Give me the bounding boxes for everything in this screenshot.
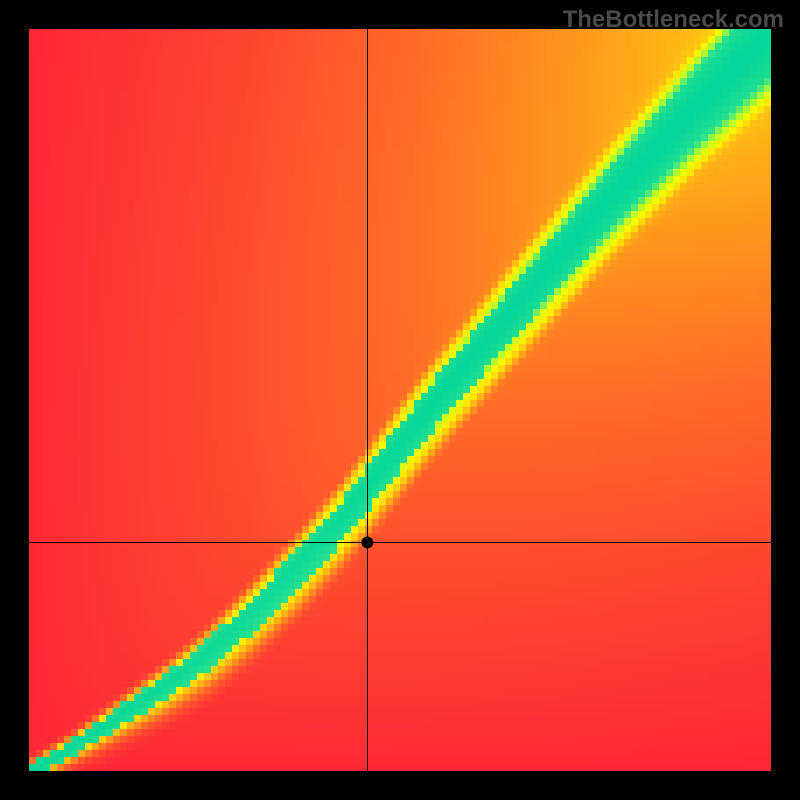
heatmap-canvas xyxy=(29,29,771,771)
plot-area xyxy=(29,29,771,771)
watermark-text: TheBottleneck.com xyxy=(563,6,784,34)
chart-container: TheBottleneck.com xyxy=(0,0,800,800)
